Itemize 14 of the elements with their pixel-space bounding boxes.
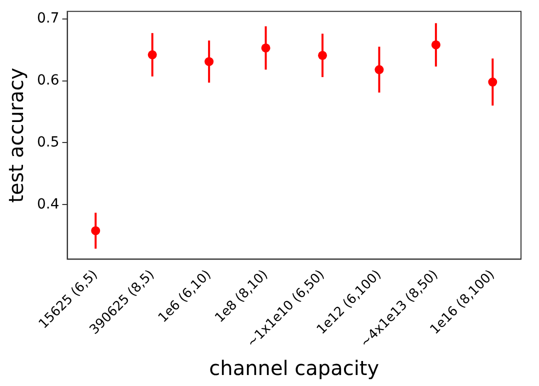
- point: [431, 40, 440, 50]
- point: [318, 50, 327, 60]
- point: [488, 78, 498, 87]
- point: [204, 57, 214, 66]
- point: [374, 65, 384, 74]
- y-axis-title: test accuracy: [4, 68, 28, 203]
- y-tick-label: 0.4: [37, 196, 60, 212]
- y-tick-label: 0.6: [37, 72, 60, 88]
- point: [261, 43, 270, 52]
- y-tick-label: 0.5: [37, 134, 60, 150]
- x-axis-title: channel capacity: [209, 356, 380, 380]
- point: [148, 50, 157, 60]
- y-tick-label: 0.7: [37, 10, 60, 26]
- point: [91, 226, 100, 236]
